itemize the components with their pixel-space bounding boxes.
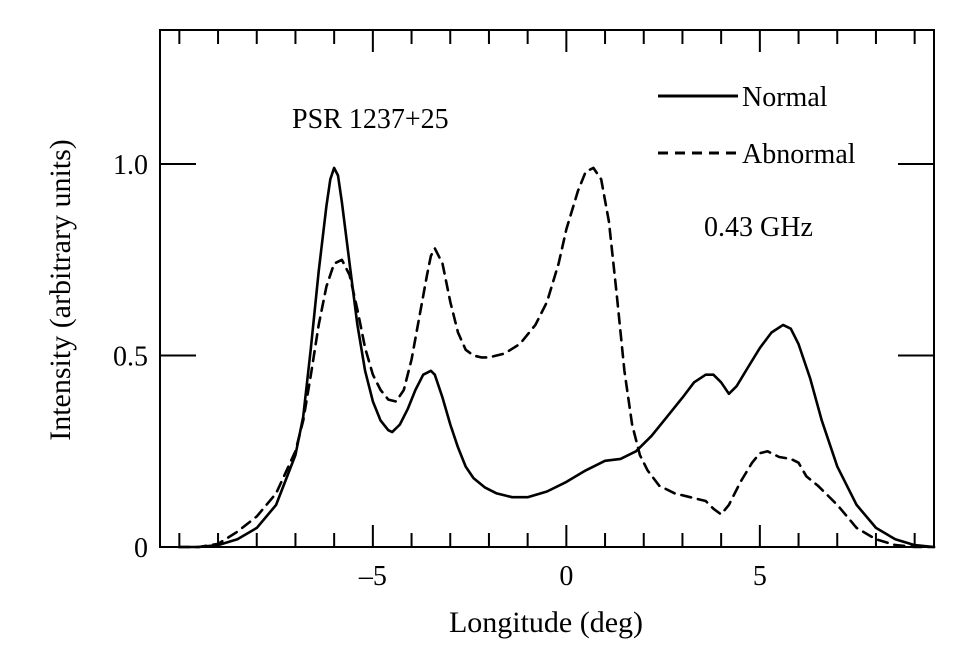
annotation-pulsar-name: PSR 1237+25 (292, 104, 449, 135)
x-tick-label: 5 (753, 561, 767, 592)
series-layer (178, 166, 936, 549)
axis-tick-labels: –5 0 5 0 0.5 1.0 (113, 150, 767, 592)
series-line-normal (178, 166, 936, 549)
y-tick-label: 0.5 (113, 342, 148, 373)
plot-frame (159, 29, 935, 548)
x-tick-label: –5 (358, 561, 387, 592)
axis-ticks (160, 30, 934, 548)
legend-label-abnormal: Abnormal (742, 139, 856, 170)
y-tick-label: 1.0 (113, 150, 148, 181)
x-tick-label: 0 (559, 561, 573, 592)
y-axis-label: Intensity (arbitrary units) (44, 139, 77, 441)
x-axis-label: Longitude (deg) (449, 606, 643, 639)
annotation-frequency: 0.43 GHz (704, 212, 813, 243)
y-tick-label: 0 (134, 533, 148, 564)
series-line-abnormal (178, 166, 936, 549)
legend-label-normal: Normal (742, 82, 828, 113)
legend: Normal Abnormal (658, 82, 856, 170)
